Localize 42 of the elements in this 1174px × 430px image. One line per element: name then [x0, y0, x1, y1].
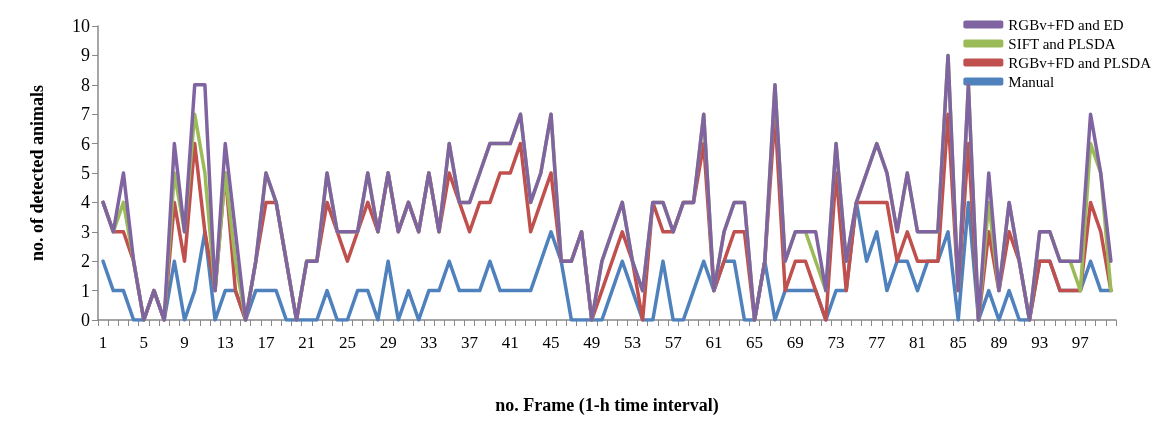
x-tick-label: 1: [98, 333, 108, 352]
x-tick-label: 13: [216, 333, 234, 352]
y-tick-label: 0: [81, 310, 90, 330]
y-tick-label: 3: [81, 221, 90, 242]
x-tick-label: 29: [379, 333, 397, 352]
x-tick-label: 73: [827, 333, 845, 352]
y-tick-label: 7: [81, 104, 90, 125]
x-tick-label: 65: [746, 333, 764, 352]
x-tick-label: 37: [461, 333, 479, 352]
y-tick-label: 5: [81, 163, 90, 183]
y-tick-label: 8: [81, 74, 90, 95]
x-tick-label: 17: [257, 333, 275, 352]
y-tick-label: 2: [81, 251, 90, 272]
x-tick-label: 97: [1071, 333, 1090, 352]
x-tick-label: 85: [949, 333, 967, 352]
x-tick-label: 9: [180, 333, 189, 352]
x-tick-label: 69: [786, 333, 804, 352]
x-axis-title: no. Frame (1-h time interval): [495, 395, 719, 416]
y-tick-label: 9: [81, 45, 90, 66]
y-axis-title: no. of detected animals: [27, 85, 47, 261]
legend-label: RGBv+FD and ED: [1008, 16, 1124, 33]
x-tick-label: 93: [1031, 333, 1049, 352]
x-tick-label: 41: [501, 333, 519, 352]
x-tick-label: 25: [338, 333, 356, 352]
x-tick-label: 57: [664, 333, 683, 352]
x-tick-label: 61: [705, 333, 723, 352]
x-tick-label: 53: [623, 333, 641, 352]
x-tick-label: 49: [583, 333, 601, 352]
x-tick-label: 21: [298, 333, 316, 352]
x-tick-label: 77: [868, 333, 886, 352]
x-tick-label: 33: [420, 333, 438, 352]
y-tick-label: 4: [81, 192, 90, 213]
x-tick-label: 5: [139, 333, 149, 352]
legend-label: RGBv+FD and PLSDA: [1008, 54, 1152, 71]
y-tick-label: 10: [72, 16, 90, 36]
legend-label: SIFT and PLSDA: [1008, 35, 1116, 52]
y-tick-label: 6: [81, 133, 90, 154]
x-tick-label: 45: [542, 333, 560, 352]
x-tick-label: 89: [990, 333, 1008, 352]
y-tick-label: 1: [81, 280, 90, 301]
legend-label: Manual: [1008, 73, 1055, 90]
x-tick-label: 81: [908, 333, 926, 352]
